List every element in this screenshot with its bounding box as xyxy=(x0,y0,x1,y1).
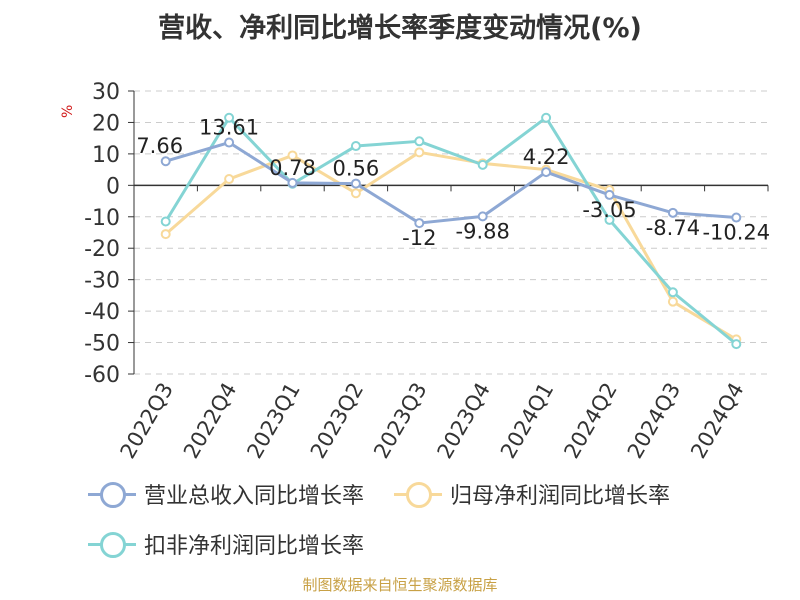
legend-item-1[interactable]: 归母净利润同比增长率 xyxy=(394,478,670,510)
x-tick-label: 2024Q3 xyxy=(623,379,685,463)
series-line-1 xyxy=(164,150,738,341)
data-point xyxy=(350,141,361,152)
data-point xyxy=(477,159,488,170)
data-point xyxy=(160,156,171,167)
x-tick-label: 2022Q4 xyxy=(179,379,241,463)
y-tick-label: 20 xyxy=(92,111,120,136)
data-point xyxy=(604,214,615,225)
chart-title: 营收、净利同比增长率季度变动情况(%) xyxy=(158,13,642,44)
data-label: -3.05 xyxy=(582,198,636,222)
y-tick-label: 0 xyxy=(106,174,120,199)
data-labels: 7.66 13.61 0.78 0.56 -12 -9.88 4.22 -3.05 -8.74-… xyxy=(136,116,770,251)
x-tick-label: 2023Q2 xyxy=(306,379,368,463)
data-point xyxy=(224,174,235,185)
x-tick-label: 2023Q3 xyxy=(369,379,431,463)
data-label: 4.22 xyxy=(523,145,570,169)
data-label: 0.78 xyxy=(269,156,316,180)
data-point xyxy=(477,211,488,222)
data-label: -12 xyxy=(402,226,436,250)
data-point xyxy=(414,147,425,158)
y-tick-label: -40 xyxy=(84,300,120,325)
legend-swatch xyxy=(88,531,136,558)
series-line-2 xyxy=(164,116,738,346)
data-point xyxy=(287,177,298,188)
x-tick-label: 2023Q4 xyxy=(433,379,495,463)
y-tick-label: -20 xyxy=(84,237,120,262)
data-point xyxy=(160,216,171,227)
data-label: 13.61 xyxy=(199,116,259,140)
data-point xyxy=(667,287,678,298)
data-point xyxy=(287,150,298,161)
y-tick-label: 10 xyxy=(92,143,120,168)
legend-swatch xyxy=(88,481,136,508)
data-point xyxy=(541,167,552,178)
legend-label: 营业总收入同比增长率 xyxy=(144,484,365,509)
data-point xyxy=(160,229,171,240)
y-tick-label: 30 xyxy=(92,80,120,105)
data-point xyxy=(224,112,235,123)
legend-label: 扣非净利润同比增长率 xyxy=(144,534,365,559)
x-tick-label: 2024Q2 xyxy=(559,379,621,463)
data-point xyxy=(414,136,425,147)
data-point xyxy=(541,112,552,123)
data-point xyxy=(604,189,615,200)
data-label: -10.24 xyxy=(702,221,770,245)
legend-item-0[interactable]: 营业总收入同比增长率 xyxy=(88,478,364,510)
y-tick-label: -30 xyxy=(84,269,120,294)
data-point xyxy=(350,188,361,199)
data-label: -9.88 xyxy=(456,219,510,243)
legend-item-2[interactable]: 扣非净利润同比增长率 xyxy=(88,528,364,560)
data-label: -8.74 xyxy=(646,216,700,240)
series-lines xyxy=(160,112,742,350)
data-point xyxy=(350,178,361,189)
legend: 营业总收入同比增长率 归母净利润同比增长率扣非净利润同比增长率 xyxy=(88,478,788,578)
data-point xyxy=(224,137,235,148)
x-tick-label: 2023Q1 xyxy=(242,379,304,463)
source-footer: 制图数据来自恒生聚源数据库 xyxy=(302,576,498,594)
data-point xyxy=(731,339,742,350)
data-point xyxy=(414,218,425,229)
data-point xyxy=(667,207,678,218)
x-tick-label: 2024Q4 xyxy=(686,379,748,463)
data-point xyxy=(731,212,742,223)
data-point xyxy=(667,296,678,307)
legend-label: 归母净利润同比增长率 xyxy=(450,484,671,509)
data-label: 7.66 xyxy=(136,134,183,158)
y-tick-label: -10 xyxy=(84,206,120,231)
x-tick-label: 2022Q3 xyxy=(116,379,178,463)
legend-swatch xyxy=(394,481,443,508)
x-tick-label: 2024Q1 xyxy=(496,379,558,463)
data-label: 0.56 xyxy=(333,157,380,181)
y-tick-label: -50 xyxy=(84,332,120,357)
series-line-0 xyxy=(165,141,737,225)
y-tick-label: -60 xyxy=(84,363,120,388)
